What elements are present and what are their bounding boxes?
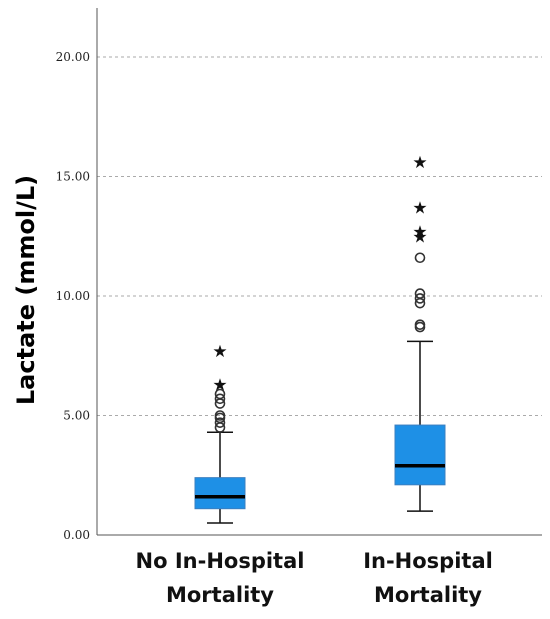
- outlier-circle: [414, 319, 426, 330]
- iqr-box: [394, 424, 446, 486]
- axes: [96, 8, 542, 536]
- outlier-extreme: ★: [212, 375, 227, 395]
- y-tick-label: 0.00: [63, 528, 90, 542]
- outlier-extreme: ★: [412, 153, 427, 173]
- category-label: No In-Hospital: [136, 549, 305, 573]
- boxes: ★★★★★★: [194, 153, 446, 524]
- box-group: ★★: [194, 342, 246, 524]
- outlier-circle: [214, 410, 226, 421]
- outlier-extreme: ★: [412, 227, 427, 247]
- outlier-circle: [214, 393, 226, 405]
- category-label: Mortality: [374, 583, 482, 607]
- outlier-circle: [214, 388, 226, 400]
- y-tick-label: 15.00: [56, 170, 90, 184]
- y-tick-label: 5.00: [63, 409, 90, 423]
- outlier-extreme: ★: [212, 342, 227, 362]
- gridlines: [97, 56, 542, 416]
- outlier-extreme: ★: [412, 199, 427, 219]
- y-tick-labels: 0.00 5.00 10.00 15.00 20.00: [56, 50, 90, 542]
- category-label: In-Hospital: [363, 549, 493, 573]
- y-tick-label: 10.00: [56, 289, 90, 303]
- y-axis-title: Lactate (mmol/L): [12, 175, 40, 405]
- iqr-box: [194, 477, 246, 510]
- outlier-circle: [414, 252, 426, 264]
- y-tick-label: 20.00: [56, 50, 90, 64]
- category-labels: No In-Hospital Mortality In-Hospital Mortal…: [136, 549, 493, 607]
- outlier-circle: [414, 288, 426, 299]
- outlier-extreme: ★: [412, 222, 427, 242]
- outlier-circle: [414, 293, 426, 304]
- outlier-circle: [214, 417, 226, 428]
- category-label: Mortality: [166, 583, 274, 607]
- box-group: ★★★★: [394, 153, 446, 512]
